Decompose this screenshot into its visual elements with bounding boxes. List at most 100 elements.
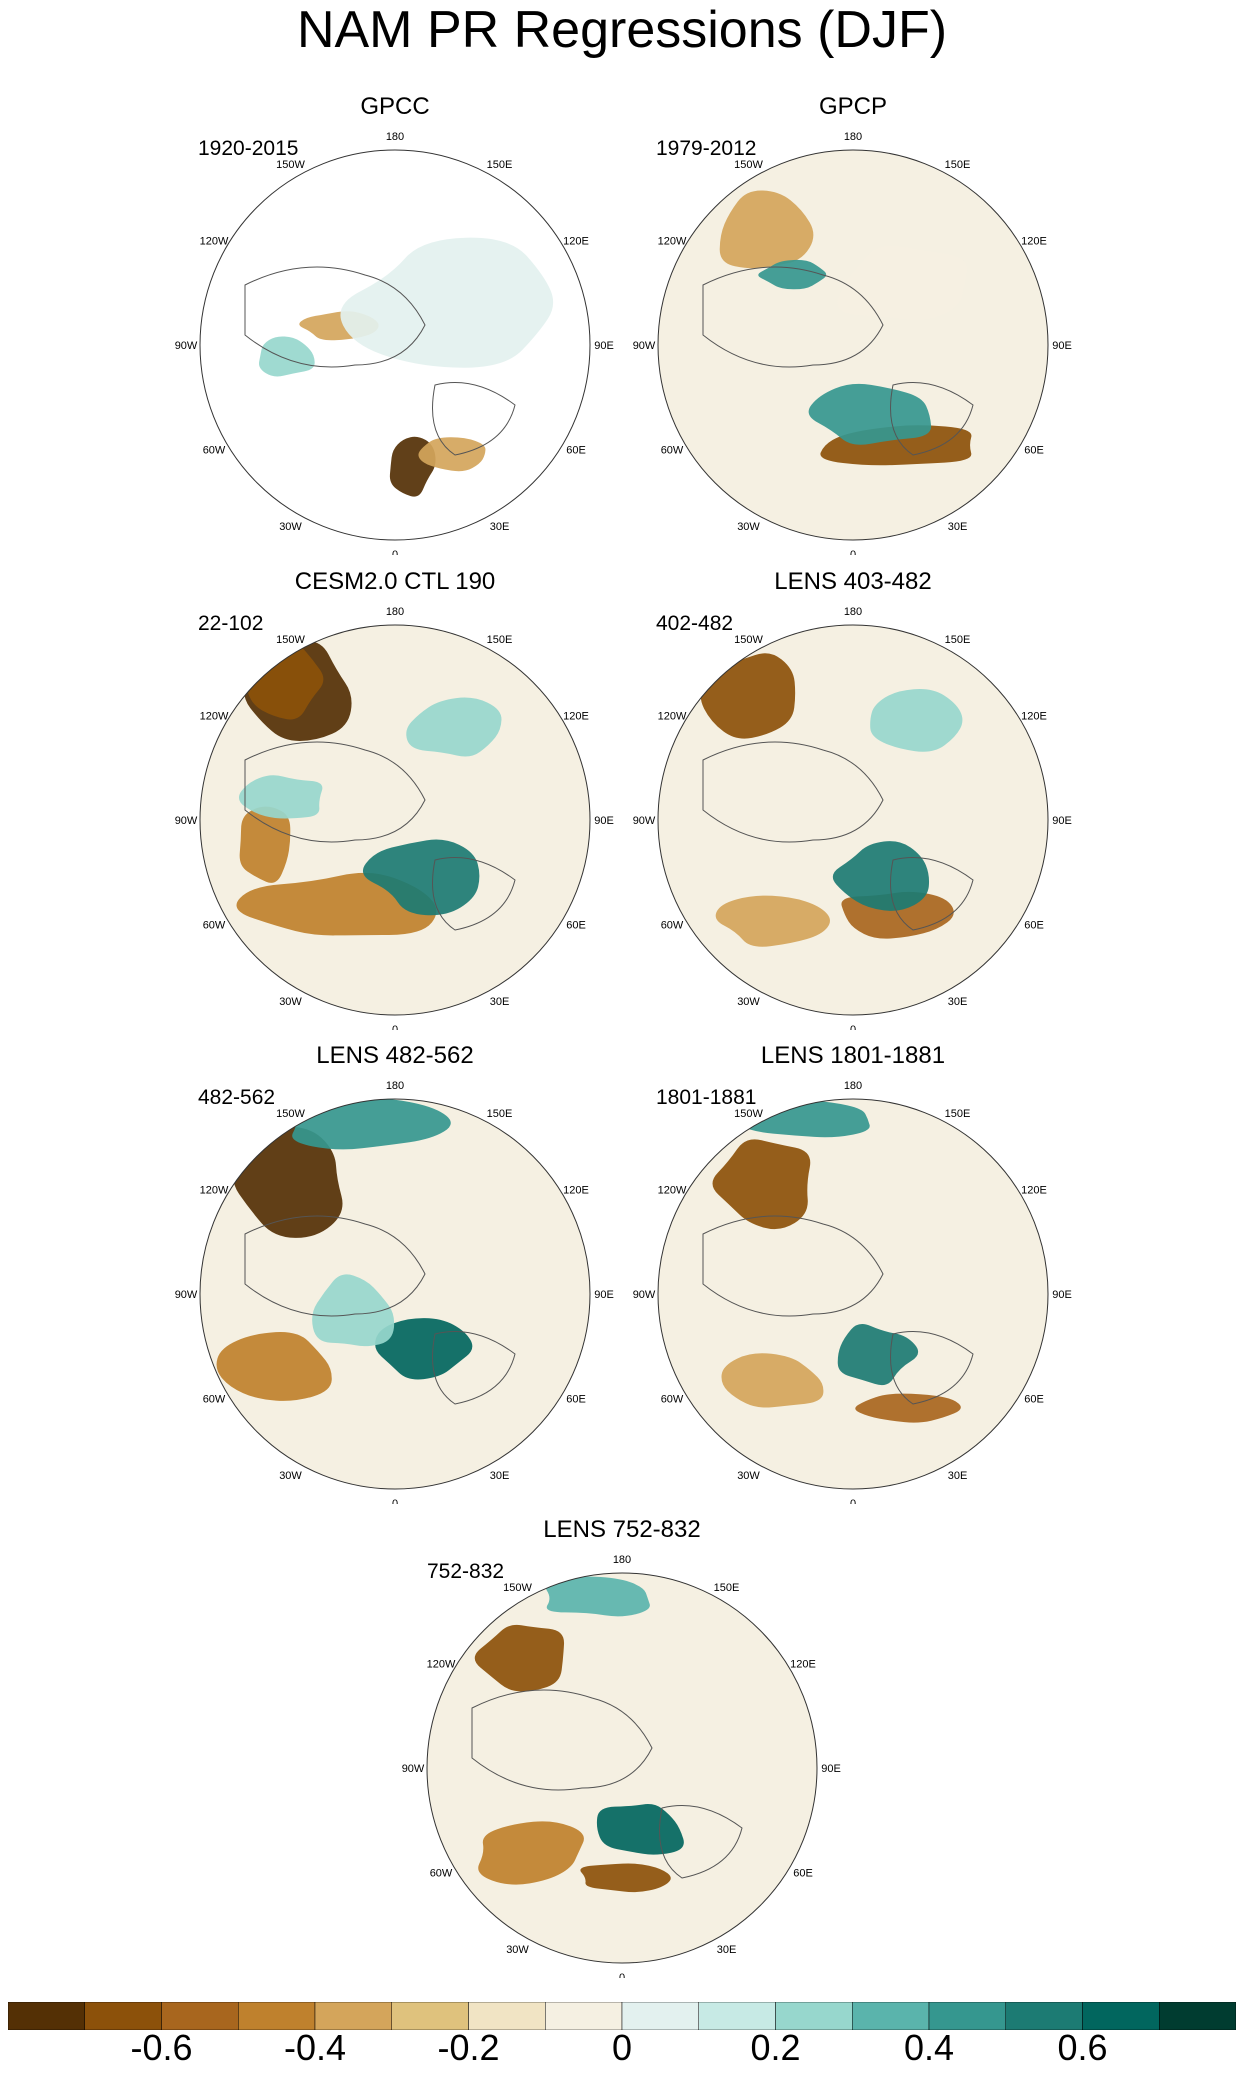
longitude-label: 0: [392, 549, 398, 555]
longitude-label: 30E: [717, 1944, 737, 1956]
longitude-label: 60E: [1024, 445, 1044, 457]
longitude-label: 0: [850, 549, 856, 555]
panel-period-label: 1979-2012: [656, 137, 757, 160]
longitude-label: 120E: [563, 1185, 589, 1197]
anomaly-region: [837, 1323, 919, 1386]
longitude-label: 30E: [490, 996, 510, 1008]
longitude-label: 30E: [948, 521, 968, 533]
colorbar-segment: [928, 2002, 1006, 2030]
polar-map: 180 150E 120E 90E 60E 30E 0 30W 60W 90W 120W 150W: [633, 131, 1072, 555]
longitude-label: 120W: [658, 1185, 687, 1197]
longitude-label: 150E: [487, 1108, 513, 1120]
anomaly-region: [312, 1274, 395, 1347]
colorbar-tick-label: 0.6: [1057, 2027, 1108, 2068]
page-title: NAM PR Regressions (DJF): [296, 1, 948, 59]
colorbar-segment: [391, 2002, 469, 2030]
panel-title: LENS 482-562: [316, 1042, 474, 1069]
longitude-label: 180: [613, 1554, 631, 1566]
longitude-label: 90W: [633, 1289, 656, 1301]
longitude-label: 0: [619, 1972, 625, 1978]
longitude-label: 0: [392, 1498, 398, 1504]
longitude-label: 90E: [821, 1763, 841, 1775]
anomaly-region: [406, 697, 502, 757]
longitude-label: 120E: [790, 1659, 816, 1671]
longitude-label: 90E: [1052, 1289, 1072, 1301]
longitude-label: 90W: [175, 815, 198, 827]
map-border: [657, 1098, 1049, 1490]
longitude-label: 30W: [279, 521, 302, 533]
colorbar-segment: [1005, 2002, 1083, 2030]
colorbar-segment: [1082, 2002, 1160, 2030]
panel-period-label: 402-482: [656, 612, 734, 635]
panel-title: LENS 403-482: [774, 568, 932, 595]
colorbar-tick-label: -0.4: [283, 2027, 347, 2068]
panel-period-label: 22-102: [198, 612, 264, 635]
map-panel: CESM2.0 CTL 190 22-102 180 150E 120E 90E 60E 30…: [165, 570, 625, 1031]
longitude-label: 150E: [487, 159, 513, 171]
longitude-label: 0: [850, 1498, 856, 1504]
colorbar-segment: [698, 2002, 776, 2030]
longitude-label: 60E: [566, 445, 586, 457]
longitude-label: 90W: [175, 340, 198, 352]
map-border: [657, 624, 1049, 1016]
colorbar-segment: [238, 2002, 316, 2030]
longitude-label: 90W: [633, 340, 656, 352]
anomaly-region: [233, 1126, 343, 1238]
colorbar-tick-label: 0.2: [750, 2027, 801, 2068]
anomaly-region: [340, 237, 554, 368]
longitude-label: 120E: [1021, 1185, 1047, 1197]
anomaly-region: [808, 383, 932, 445]
panel-title: GPCP: [818, 93, 887, 120]
anomaly-region: [837, 245, 968, 321]
anomaly-region: [700, 653, 796, 739]
map-panel: LENS 752-832 752-832 180 150E 120E 90E 60E 30E 0…: [392, 1518, 852, 1979]
longitude-label: 0: [850, 1024, 856, 1030]
longitude-label: 90E: [594, 340, 614, 352]
longitude-label: 120W: [200, 711, 229, 723]
longitude-label: 60E: [566, 920, 586, 932]
longitude-label: 30W: [506, 1944, 529, 1956]
longitude-label: 90E: [1052, 340, 1072, 352]
longitude-label: 120W: [658, 711, 687, 723]
colorbar-tick-label: 0.4: [903, 2027, 955, 2068]
anomaly-region: [239, 806, 291, 883]
coastline: [244, 1215, 516, 1405]
longitude-label: 120E: [1021, 711, 1047, 723]
longitude-label: 180: [386, 131, 404, 143]
coastline: [702, 1215, 974, 1405]
longitude-label: 180: [386, 606, 404, 618]
map-border: [426, 1572, 818, 1964]
longitude-label: 30W: [737, 1470, 760, 1482]
anomaly-region: [238, 775, 323, 819]
longitude-label: 30W: [737, 521, 760, 533]
longitude-label: 60E: [1024, 1394, 1044, 1406]
longitude-label: 60E: [793, 1868, 813, 1880]
longitude-label: 120E: [563, 236, 589, 248]
colorbar-segment: [545, 2002, 623, 2030]
panel-title: GPCC: [360, 93, 430, 120]
anomaly-region: [719, 190, 814, 269]
anomaly-region: [546, 1576, 650, 1617]
longitude-label: 120W: [658, 236, 687, 248]
anomaly-region: [580, 1863, 671, 1893]
coastline: [471, 1689, 743, 1879]
panel-period-label: 752-832: [427, 1560, 505, 1583]
anomaly-region: [870, 689, 963, 752]
polar-map: 180 150E 120E 90E 60E 30E 0 30W 60W 90W 120W 150W: [175, 131, 614, 555]
longitude-label: 120E: [1021, 236, 1047, 248]
anomaly-region: [362, 839, 480, 916]
longitude-label: 150E: [945, 634, 971, 646]
longitude-label: 150W: [276, 634, 305, 646]
colorbar-tick-label: -0.2: [437, 2027, 500, 2068]
longitude-label: 0: [392, 1024, 398, 1030]
map-panel: GPCP 1979-2012 180 150E 120E 90E 60E 30E 0 30W 60W…: [623, 93, 1083, 556]
longitude-label: 30E: [948, 1470, 968, 1482]
longitude-label: 60W: [661, 445, 684, 457]
longitude-label: 150W: [734, 159, 763, 171]
longitude-label: 60W: [203, 445, 226, 457]
anomaly-region: [478, 1821, 584, 1885]
coastline: [702, 741, 974, 931]
longitude-label: 60E: [566, 1394, 586, 1406]
longitude-label: 60W: [203, 1394, 226, 1406]
longitude-label: 180: [844, 606, 862, 618]
